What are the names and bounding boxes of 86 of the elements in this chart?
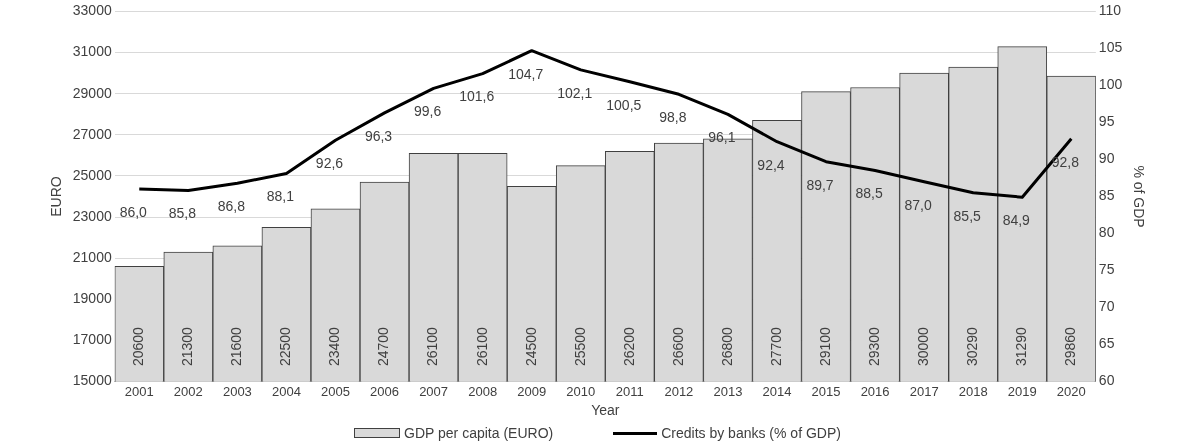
y2-tick-label: 100: [1098, 76, 1123, 93]
x-tick-label: 2008: [468, 383, 498, 399]
x-tick-label: 2005: [321, 383, 350, 399]
y-tick-label: 33000: [72, 2, 112, 19]
data-label: 84,9: [1002, 212, 1031, 229]
x-tick-label: 2018: [958, 383, 988, 399]
y-tick-label: 29000: [72, 84, 112, 101]
x-tick-label: 2002: [173, 383, 203, 399]
data-label: 26200: [620, 326, 637, 367]
x-tick-label: 2004: [271, 383, 301, 399]
data-label: 29860: [1062, 326, 1079, 367]
data-label: 29300: [865, 326, 882, 367]
y-tick-label: 31000: [72, 43, 112, 60]
x-tick-label: 2011: [615, 383, 644, 399]
x-axis-title: Year: [591, 402, 620, 419]
y2-tick-label: 110: [1098, 2, 1122, 19]
data-label: 25500: [571, 326, 588, 367]
data-label: 102,1: [557, 84, 593, 101]
x-tick-label: 2003: [222, 383, 252, 399]
data-label: 21600: [228, 326, 245, 367]
data-label: 26800: [718, 326, 735, 367]
data-label: 86,8: [217, 198, 246, 215]
y2-tick-label: 85: [1098, 187, 1115, 204]
data-label: 104,7: [508, 65, 544, 82]
legend-label: Credits by banks (% of GDP): [661, 425, 841, 441]
x-tick-label: 2006: [370, 383, 399, 399]
data-label: 99,6: [413, 103, 442, 120]
data-label: 96,1: [708, 129, 736, 146]
data-label: 27700: [767, 326, 784, 367]
y2-tick-label: 90: [1098, 150, 1115, 167]
data-label: 92,8: [1051, 153, 1080, 170]
x-tick-label: 2014: [762, 383, 792, 399]
y-axis-title: EURO: [48, 176, 65, 217]
x-tick-label: 2009: [517, 383, 547, 399]
y2-tick-label: 65: [1098, 335, 1115, 352]
data-label: 85,8: [168, 205, 197, 222]
data-label: 92,4: [757, 156, 785, 173]
data-label: 22500: [277, 326, 294, 367]
y2-axis-title: % of GDP: [1130, 165, 1147, 228]
y-tick-label: 15000: [72, 372, 112, 389]
x-tick-label: 2012: [664, 383, 694, 399]
y-tick-label: 21000: [72, 249, 112, 266]
data-label: 26600: [669, 326, 686, 367]
data-label: 92,6: [315, 155, 344, 172]
y2-tick-label: 60: [1098, 372, 1115, 389]
data-label: 87,0: [904, 196, 932, 213]
y2-tick-label: 95: [1098, 113, 1115, 130]
x-tick-label: 2013: [713, 383, 743, 399]
x-tick-label: 2010: [566, 383, 596, 399]
x-tick-label: 2016: [860, 383, 890, 399]
data-label: 31290: [1013, 326, 1030, 367]
data-label: 86,0: [119, 203, 148, 220]
data-label: 98,8: [659, 109, 687, 126]
x-tick-label: 2017: [909, 383, 939, 399]
data-label: 96,3: [364, 127, 393, 144]
data-label: 89,7: [806, 176, 834, 193]
y2-tick-label: 80: [1098, 224, 1115, 241]
data-label: 88,5: [855, 185, 883, 202]
data-label: 26100: [473, 326, 490, 367]
data-label: 101,6: [459, 88, 495, 105]
data-label: 30290: [964, 326, 981, 367]
y-tick-label: 25000: [72, 166, 112, 183]
data-label: 85,5: [953, 207, 982, 224]
data-label: 20600: [130, 326, 147, 367]
y2-tick-label: 75: [1098, 261, 1115, 278]
data-label: 100,5: [606, 96, 642, 113]
y2-tick-label: 105: [1098, 39, 1123, 56]
data-label: 29100: [816, 326, 833, 367]
data-label: 24500: [522, 326, 539, 367]
x-tick-label: 2001: [124, 383, 154, 399]
data-label: 30000: [915, 326, 932, 367]
x-tick-label: 2015: [811, 383, 841, 399]
series-label: GDP per capita (EURO): [404, 425, 554, 441]
data-label: 88,1: [266, 188, 295, 205]
y-tick-label: 19000: [72, 290, 112, 307]
data-label: 24700: [375, 326, 392, 367]
x-tick-label: 2020: [1056, 383, 1086, 399]
y-tick-label: 27000: [72, 125, 112, 142]
data-label: 26100: [424, 326, 441, 367]
y-tick-label: 23000: [72, 207, 112, 224]
data-label: 21300: [179, 326, 196, 367]
y-tick-label: 17000: [72, 331, 112, 348]
data-label: 23400: [326, 326, 343, 367]
y2-tick-label: 70: [1098, 298, 1115, 315]
x-tick-label: 2019: [1007, 383, 1037, 399]
x-tick-label: 2007: [419, 383, 449, 399]
